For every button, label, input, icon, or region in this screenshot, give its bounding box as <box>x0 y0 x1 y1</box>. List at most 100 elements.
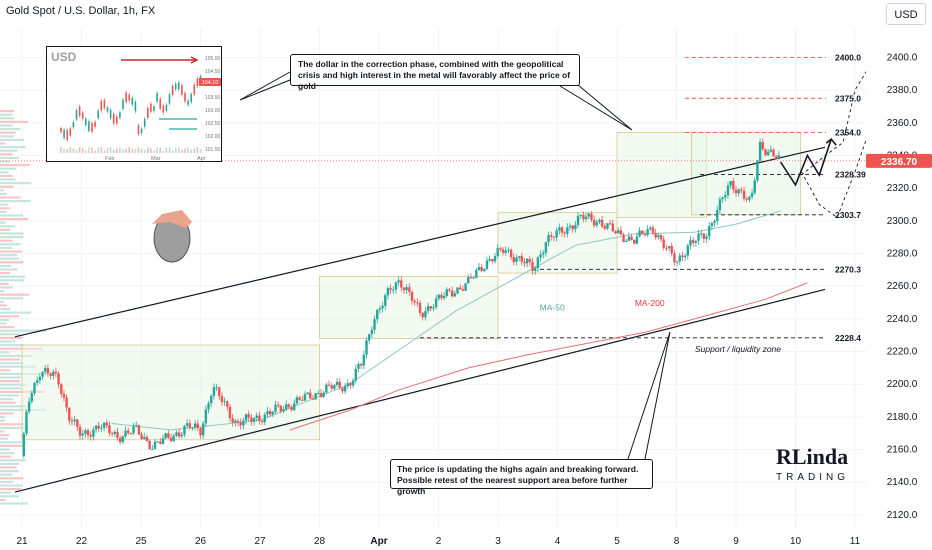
candle-body <box>49 373 52 376</box>
candle-body <box>683 255 687 258</box>
candle-body <box>370 329 374 335</box>
top-callout-pointer-right <box>559 79 633 131</box>
volume-profile-bar <box>0 178 16 181</box>
candle-body <box>694 240 698 243</box>
inset-volume-bar <box>196 147 199 153</box>
inset-candle-body <box>88 121 90 131</box>
candle-body <box>678 255 681 262</box>
candle-body <box>606 223 609 229</box>
volume-profile-bar <box>0 434 10 437</box>
candle-body <box>665 247 668 249</box>
volume-profile-bar <box>0 470 19 473</box>
candle-body <box>271 411 274 415</box>
candle-body <box>675 261 679 263</box>
volume-profile-bar <box>0 387 22 390</box>
inset-volume-bar <box>162 150 165 153</box>
candle-body <box>745 198 748 200</box>
volume-profile-bar <box>0 117 14 120</box>
candle-body <box>110 433 114 435</box>
candle-body <box>287 404 291 408</box>
volume-profile-bar <box>0 502 28 505</box>
candle-body <box>62 393 66 398</box>
inset-candle-body <box>66 130 68 140</box>
candle-body <box>670 246 673 254</box>
candle-body <box>453 293 457 297</box>
candle-body <box>568 225 572 228</box>
candle-body <box>68 407 71 421</box>
volume-profile-bar <box>0 498 6 501</box>
candle-body <box>405 287 408 291</box>
candle-body <box>410 291 414 301</box>
inset-volume-bar <box>165 147 168 153</box>
candle-body <box>161 438 165 444</box>
inset-candle-body <box>140 128 143 134</box>
inset-candle-body <box>85 118 87 126</box>
candle-body <box>137 425 141 435</box>
volume-profile-bar <box>0 203 9 206</box>
inset-y-tick: 104.50 <box>205 69 221 75</box>
candle-body <box>555 230 558 238</box>
volume-profile-bar <box>0 354 32 357</box>
current-price-badge <box>866 153 932 168</box>
volume-profile-bar <box>0 207 11 210</box>
candle-body <box>333 384 336 389</box>
inset-volume-bar <box>94 150 96 153</box>
candle-body <box>153 441 157 450</box>
candle-body <box>761 142 764 150</box>
candle-body <box>301 399 304 401</box>
candle-body <box>753 180 756 193</box>
volume-profile-bar <box>0 383 26 386</box>
candle-body <box>266 411 269 415</box>
candle-body <box>124 430 127 437</box>
candle-body <box>46 368 50 374</box>
candle-body <box>86 430 90 436</box>
candle-body <box>611 223 615 232</box>
candle-body <box>625 240 628 243</box>
inset-volume-bar <box>128 147 130 153</box>
candle-body <box>614 231 617 234</box>
candle-body <box>97 425 100 429</box>
candle-body <box>151 449 154 451</box>
candle-body <box>314 393 317 400</box>
volume-profile-bar <box>0 405 31 408</box>
candle-body <box>220 396 224 402</box>
candle-body <box>464 283 467 291</box>
volume-profile-bar <box>0 225 16 228</box>
y-tick-label: 2280.0 <box>887 248 918 259</box>
candle-body <box>590 213 593 220</box>
inset-candle-body <box>137 125 140 135</box>
candle-body <box>397 280 400 283</box>
candle-body <box>201 423 205 436</box>
candle-body <box>536 257 540 268</box>
candle-body <box>381 305 384 309</box>
inset-candle-body <box>100 100 103 111</box>
symbol-title: Gold Spot / U.S. Dollar, 1h, FX <box>6 5 156 17</box>
candle-body <box>512 257 515 262</box>
candle-body <box>84 430 87 434</box>
volume-profile-bar <box>0 437 8 440</box>
candle-body <box>582 214 585 220</box>
inset-volume-bar <box>131 148 134 153</box>
candle-body <box>129 432 133 434</box>
volume-profile-bar <box>0 228 11 231</box>
target-zone <box>691 132 801 216</box>
candle-body <box>44 368 47 372</box>
volume-profile-bar <box>0 326 15 329</box>
volume-profile-bar <box>0 174 13 177</box>
inset-volume-bar <box>66 149 68 153</box>
candle-body <box>630 236 633 241</box>
inset-candle-body <box>178 82 180 90</box>
volume-profile-bar <box>0 423 25 426</box>
volume-profile-bar <box>0 164 30 167</box>
candle-body <box>616 230 620 234</box>
inset-volume-bar <box>81 147 84 153</box>
candle-body <box>517 256 521 258</box>
candle-body <box>440 294 443 299</box>
candle-body <box>102 422 106 428</box>
currency-button[interactable]: USD <box>886 3 926 25</box>
candle-body <box>196 423 200 429</box>
candle-body <box>204 409 208 424</box>
bottom-callout: The price is updating the highs again an… <box>390 459 653 496</box>
candle-body <box>70 420 74 422</box>
